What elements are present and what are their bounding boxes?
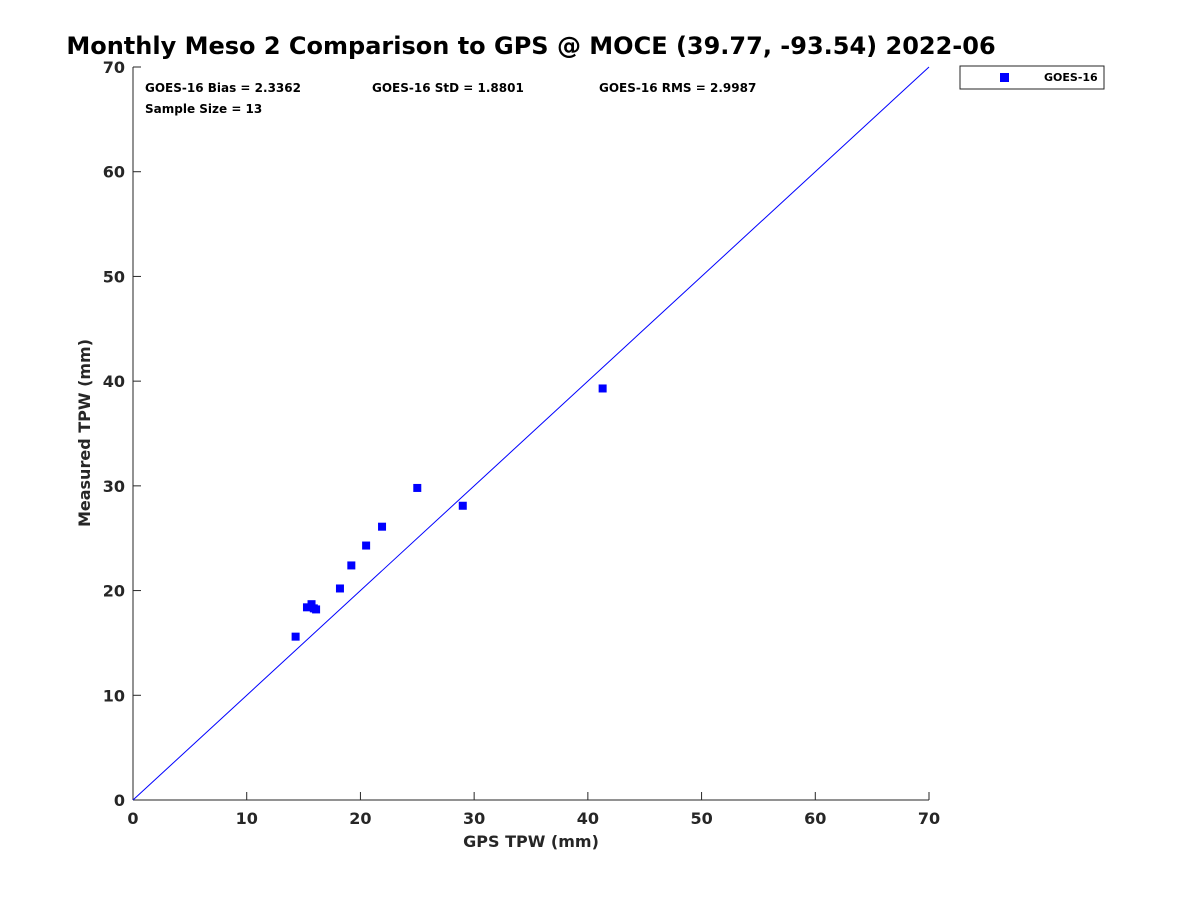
data-point [291, 632, 300, 641]
x-tick-label: 30 [463, 809, 485, 828]
x-axis: 0 10 20 30 40 50 60 70 [127, 792, 940, 828]
legend-marker [1000, 73, 1009, 82]
plot-area: 0 10 20 30 40 50 60 70 0 10 20 30 40 50 60 70 [103, 58, 940, 828]
y-tick-label: 20 [103, 582, 125, 601]
x-tick-label: 50 [690, 809, 712, 828]
y-tick-label: 40 [103, 372, 125, 391]
y-tick-label: 60 [103, 163, 125, 182]
data-point [598, 384, 607, 393]
data-point [413, 483, 422, 492]
chart-title: Monthly Meso 2 Comparison to GPS @ MOCE … [66, 32, 995, 60]
legend-box [959, 65, 1105, 90]
std-annotation: GOES-16 StD = 1.8801 [372, 81, 524, 95]
y-tick-label: 50 [103, 267, 125, 286]
data-point [347, 561, 356, 570]
x-axis-title: GPS TPW (mm) [463, 832, 599, 851]
one-to-one-line [132, 66, 930, 801]
data-point [302, 603, 311, 612]
data-point [312, 605, 321, 614]
y-tick-label: 70 [103, 58, 125, 77]
rms-annotation: GOES-16 RMS = 2.9987 [599, 81, 756, 95]
y-tick-label: 0 [114, 791, 125, 810]
data-point [335, 584, 344, 593]
x-tick-label: 20 [349, 809, 371, 828]
x-tick-label: 40 [577, 809, 599, 828]
data-point [307, 600, 316, 609]
sample-size-annotation: Sample Size = 13 [145, 102, 262, 116]
y-tick-label: 10 [103, 686, 125, 705]
x-tick-label: 10 [236, 809, 258, 828]
data-point [378, 522, 387, 531]
data-points [291, 384, 607, 641]
bias-annotation: GOES-16 Bias = 2.3362 [145, 81, 301, 95]
legend: GOES-16 [959, 65, 1105, 90]
data-point [362, 541, 371, 550]
x-tick-label: 70 [918, 809, 940, 828]
legend-label: GOES-16 [1044, 71, 1098, 84]
data-point [458, 501, 467, 510]
y-axis: 0 10 20 30 40 50 60 70 [103, 58, 141, 810]
y-axis-title: Measured TPW (mm) [75, 339, 94, 527]
y-tick-label: 30 [103, 477, 125, 496]
x-tick-label: 60 [804, 809, 826, 828]
x-tick-label: 0 [127, 809, 138, 828]
